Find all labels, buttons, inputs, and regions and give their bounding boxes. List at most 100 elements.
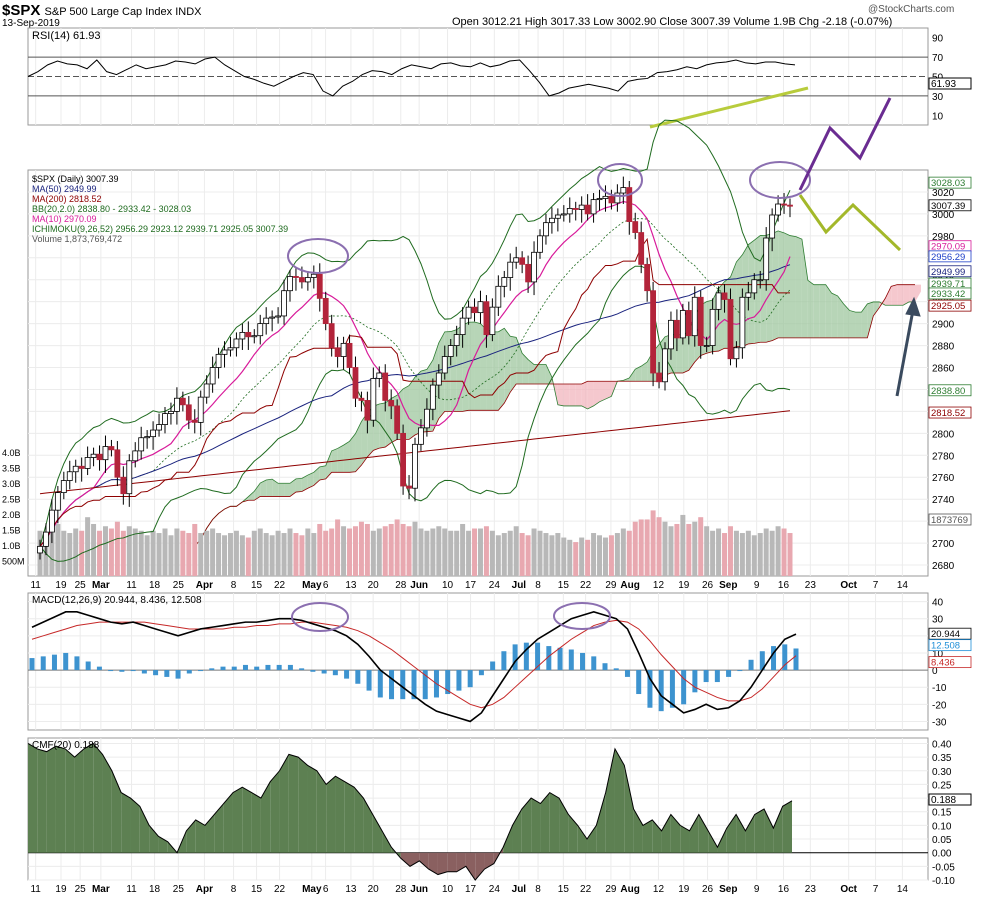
- ichimoku-cloud-segment: [795, 236, 802, 338]
- macd-histogram-bar: [29, 658, 35, 671]
- x-tick-label-1-2: 25: [75, 884, 87, 895]
- candle-body: [638, 232, 645, 265]
- ichimoku-cloud-segment: [867, 301, 874, 338]
- volume-bar: [787, 533, 793, 576]
- candle-body: [721, 292, 728, 300]
- volume-bar: [370, 530, 376, 576]
- ichimoku-cloud-segment: [290, 478, 296, 497]
- price-y-tick-17: 2680: [932, 561, 955, 572]
- volume-bar: [608, 535, 614, 576]
- candle-body: [179, 397, 186, 406]
- candle-body: [227, 347, 234, 351]
- macd-histogram-bar: [321, 670, 327, 674]
- ichimoku-cloud-segment: [641, 362, 648, 382]
- ichimoku-cloud-segment: [301, 475, 308, 492]
- price-legend-1: MA(50) 2949.99: [32, 184, 97, 194]
- macd-histogram-bar: [714, 670, 720, 683]
- ichimoku-cloud-segment: [873, 301, 880, 316]
- macd-histogram-bar: [647, 670, 653, 708]
- ichimoku-cloud-segment: [849, 310, 856, 338]
- rsi-line: [27, 56, 796, 97]
- ichimoku-cloud-segment: [599, 381, 606, 402]
- volume-bar: [489, 530, 495, 576]
- volume-bar: [305, 528, 311, 576]
- candle-body: [489, 306, 496, 335]
- ichimoku-cloud-segment: [284, 483, 290, 497]
- price-y-tick-14: 2740: [932, 495, 955, 506]
- ichimoku-cloud-segment: [843, 303, 850, 338]
- ichimoku-cloud-segment: [248, 491, 255, 501]
- candle-body: [614, 192, 621, 204]
- macd-histogram-bar: [478, 670, 484, 676]
- candle-body: [388, 400, 395, 407]
- candle-body: [394, 405, 401, 434]
- cmf-area-segment: [214, 803, 224, 853]
- ichimoku-cloud-segment: [837, 295, 844, 338]
- x-tick-label-0-32: 23: [805, 580, 817, 591]
- cmf-area-segment: [745, 814, 755, 853]
- chart-date: 13-Sep-2019: [2, 18, 60, 29]
- price-value-label-9: 2818.52: [931, 408, 965, 419]
- x-tick-label-0-35: 14: [897, 580, 909, 591]
- x-tick-label-0-13: 13: [345, 580, 357, 591]
- candle-body: [287, 276, 293, 292]
- cmf-area-segment: [288, 754, 299, 853]
- candle-body: [608, 195, 615, 204]
- price-value-label-0: 3028.03: [931, 178, 965, 189]
- macd-histogram-bar: [737, 670, 743, 672]
- candle-body: [144, 436, 151, 439]
- x-tick-label-1-30: 9: [754, 884, 760, 895]
- macd-highlight-ellipse-1: [291, 602, 349, 632]
- volume-bar: [251, 530, 257, 576]
- cmf-area-segment: [754, 809, 765, 853]
- candle-body: [674, 319, 680, 339]
- cmf-area-segment: [260, 781, 271, 853]
- ichimoku-cloud-segment: [587, 381, 594, 409]
- volume-bar: [108, 528, 114, 576]
- ichimoku-cloud-segment: [557, 383, 564, 406]
- ichimoku-cloud-segment: [343, 441, 350, 473]
- volume-bar: [620, 528, 626, 576]
- candle-body: [370, 378, 377, 421]
- macd-histogram-bar: [624, 670, 630, 677]
- volume-bar: [97, 530, 103, 576]
- volume-axis-label-4: 2.0B: [2, 510, 21, 520]
- candle-body: [168, 411, 174, 414]
- volume-bar: [317, 523, 323, 576]
- x-tick-label-0-28: 26: [702, 580, 714, 591]
- volume-bar: [418, 528, 424, 576]
- candle-body: [275, 315, 281, 318]
- volume-bar: [662, 521, 668, 576]
- volume-bar: [186, 533, 192, 576]
- candle-body: [37, 545, 43, 554]
- x-tick-label-1-11: May: [302, 884, 322, 895]
- cmf-last-value: 0.188: [931, 795, 956, 806]
- volume-bar: [614, 533, 620, 576]
- ichimoku-cloud-segment: [331, 448, 338, 473]
- volume-bar: [329, 528, 335, 576]
- candle-body: [584, 204, 591, 215]
- volume-bar: [531, 528, 537, 576]
- ichimoku-cloud-segment: [581, 381, 588, 409]
- price-value-box-1: [928, 199, 972, 212]
- volume-bar: [293, 533, 299, 576]
- projection-bullish-path: [798, 97, 892, 191]
- volume-bar: [275, 530, 281, 576]
- volume-bar: [358, 521, 364, 576]
- volume-bar: [424, 530, 430, 576]
- volume-axis-label-0: 4.0B: [2, 448, 21, 458]
- cmf-y-tick-10: -0.10: [932, 876, 955, 887]
- volume-bar: [644, 519, 650, 576]
- macd-histogram-bar: [377, 670, 383, 698]
- candle-body: [281, 290, 287, 317]
- volume-bar: [632, 521, 638, 576]
- volume-bar: [710, 530, 716, 576]
- x-tick-label-0-22: 15: [558, 580, 570, 591]
- ichimoku-cloud-segment: [456, 325, 463, 412]
- cmf-area-segment: [382, 830, 392, 853]
- cmf-area-segment: [279, 754, 289, 853]
- candle-body: [531, 251, 537, 283]
- candle-body: [132, 450, 139, 462]
- volume-axis-label-1: 3.5B: [2, 464, 21, 474]
- ma50-line: [39, 264, 791, 547]
